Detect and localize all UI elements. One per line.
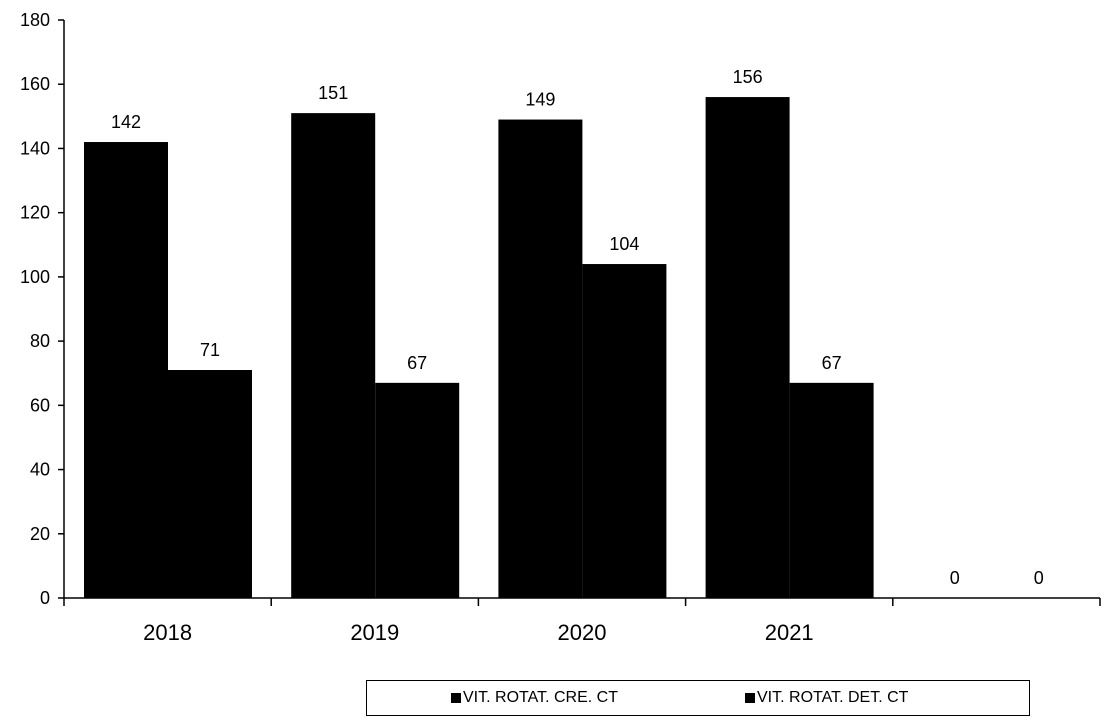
data-label-series-1: 142	[111, 112, 141, 132]
x-axis: 2018 2019 2020 2021	[63, 597, 1101, 645]
y-axis: 0 20 40 60 80 100 120 140 160 180	[20, 10, 65, 608]
bar-series-2	[375, 382, 460, 598]
data-label-series-2: 67	[407, 353, 427, 373]
data-labels: 142 151 149 156 0 71 67 104 67 0	[111, 67, 1044, 588]
data-label-series-1: 151	[318, 83, 348, 103]
y-tick-label: 160	[20, 74, 50, 94]
data-label-series-1: 149	[525, 90, 555, 110]
y-tick-label: 80	[30, 331, 50, 351]
data-label-series-2: 0	[1034, 568, 1044, 588]
legend-swatch-series-2	[745, 693, 755, 703]
data-label-series-1: 0	[950, 568, 960, 588]
y-tick-label: 0	[40, 588, 50, 608]
bar-series-1	[291, 113, 376, 598]
bars	[84, 97, 874, 599]
data-label-series-2: 67	[822, 353, 842, 373]
bar-series-1	[705, 97, 790, 599]
bar-series-2	[582, 264, 667, 598]
data-label-series-2: 71	[200, 340, 220, 360]
legend-label-series-1: VIT. ROTAT. CRE. CT	[463, 689, 618, 706]
bar-series-2	[789, 382, 874, 598]
legend-item-series-1: VIT. ROTAT. CRE. CT	[451, 689, 618, 707]
x-category-label: 2019	[350, 620, 399, 645]
bar-series-2	[168, 370, 252, 598]
y-tick-label: 20	[30, 524, 50, 544]
legend-item-series-2: VIT. ROTAT. DET. CT	[745, 689, 908, 707]
y-tick-label: 40	[30, 460, 50, 480]
y-tick-label: 100	[20, 267, 50, 287]
legend-label-series-2: VIT. ROTAT. DET. CT	[757, 689, 909, 706]
x-category-label: 2020	[558, 620, 607, 645]
bar-series-1	[498, 119, 583, 599]
legend-swatch-series-1	[451, 693, 461, 703]
bar-series-1	[84, 142, 168, 598]
data-label-series-1: 156	[733, 67, 763, 87]
data-label-series-2: 104	[609, 234, 639, 254]
y-tick-label: 60	[30, 395, 50, 415]
y-tick-label: 120	[20, 203, 50, 223]
y-tick-label: 140	[20, 138, 50, 158]
y-tick-label: 180	[20, 10, 50, 30]
x-category-label: 2018	[143, 620, 192, 645]
legend: VIT. ROTAT. CRE. CT VIT. ROTAT. DET. CT	[366, 680, 1030, 716]
x-category-label: 2021	[765, 620, 814, 645]
